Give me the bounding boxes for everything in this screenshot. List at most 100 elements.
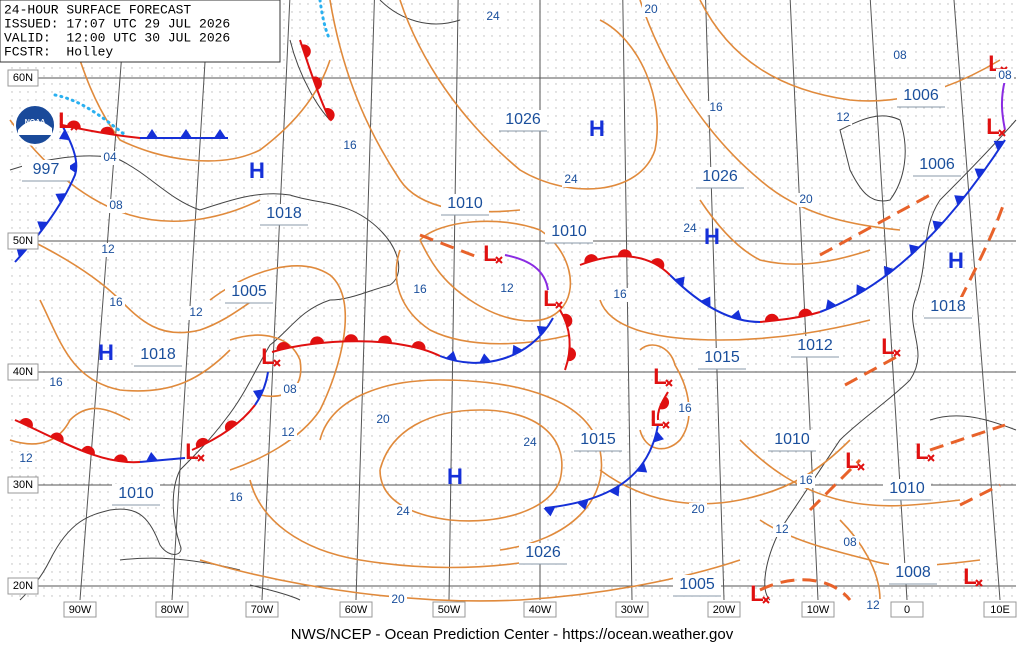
isobar-label: 12 <box>866 598 880 612</box>
isobar-label: 08 <box>283 382 297 396</box>
isobar-label: 12 <box>500 281 514 295</box>
low-center: L <box>653 364 666 389</box>
pressure-label: 1026 <box>525 544 561 561</box>
ocean-dots <box>10 0 1016 600</box>
cold-front-pip <box>730 309 742 321</box>
lon-label-box <box>155 601 189 618</box>
cold-front-pip <box>909 244 920 256</box>
cold-front-pip <box>252 389 264 401</box>
fronts <box>14 39 1006 517</box>
longitude-label: 10E <box>990 604 1010 616</box>
lat-label-box <box>7 476 39 494</box>
isobar-label-bg <box>681 222 699 236</box>
cold-front-pip <box>16 247 27 258</box>
longitude-line <box>705 0 725 601</box>
pressure-box <box>499 110 547 131</box>
isobar-label-bg <box>107 199 125 213</box>
warm-front-pip <box>310 336 325 345</box>
warm-front-pip <box>617 249 632 257</box>
isobar-label: 24 <box>486 9 500 23</box>
isobar-label: 12 <box>281 425 295 439</box>
isobar-label: 04 <box>103 150 117 164</box>
cold-front-pip <box>883 265 895 277</box>
isobar-label: 24 <box>523 435 537 449</box>
warm-front-pip <box>81 445 95 456</box>
isobar-label-bg <box>281 383 299 397</box>
latitude-label: 40N <box>13 366 33 378</box>
isobar-label-bg <box>411 283 429 297</box>
noaa-logo: NOAA <box>14 104 56 146</box>
latitude-label: 50N <box>13 235 33 247</box>
longitude-label: 30W <box>621 604 644 616</box>
logo-text: NOAA <box>25 119 46 126</box>
low-center: L <box>185 439 198 464</box>
isobar-label-bg <box>341 139 359 153</box>
cold-front-pip <box>974 168 986 179</box>
isobar-label: 16 <box>799 473 813 487</box>
pressure-box <box>574 430 622 451</box>
pressure-label: 1005 <box>679 576 715 593</box>
isobar-label-bg <box>498 282 516 296</box>
isobar-label-bg <box>47 376 65 390</box>
pressure-box <box>22 160 70 181</box>
pressure-label: 1010 <box>774 431 810 448</box>
high-center: H <box>249 158 265 183</box>
low-center: L <box>915 439 928 464</box>
isobar-label-bg <box>484 10 502 24</box>
latitude-label: 60N <box>13 72 33 84</box>
pressure-box <box>791 336 839 357</box>
isobar-label: 16 <box>229 490 243 504</box>
pressure-box <box>545 222 593 243</box>
lat-label-box <box>7 363 39 381</box>
warm-front-pip <box>19 418 33 428</box>
low-marker <box>70 123 78 131</box>
low-marker <box>893 349 901 357</box>
warm-front-pip <box>411 341 426 350</box>
cold-front-pip <box>146 129 158 138</box>
pressure-box <box>924 297 972 318</box>
lon-label-box <box>432 601 466 618</box>
low-center: L <box>650 406 663 431</box>
isobar-label-bg <box>676 402 694 416</box>
isobar-label-bg <box>689 503 707 517</box>
warm-front-pip <box>651 258 665 269</box>
cold-front-pip <box>653 430 664 443</box>
warm-front-pip <box>562 313 573 328</box>
cold-front-pip <box>512 344 523 356</box>
pressure-label: 1015 <box>704 349 740 366</box>
warm-front-pip <box>66 120 81 129</box>
isobar-label-bg <box>394 505 412 519</box>
longitude-label: 50W <box>438 604 461 616</box>
isobar-label: 20 <box>376 412 390 426</box>
pressure-label: 997 <box>33 161 60 178</box>
low-center: L <box>261 344 274 369</box>
isobar-label-bg <box>841 536 859 550</box>
latitude-label: 20N <box>13 580 33 592</box>
isobar-label-bg <box>107 296 125 310</box>
isobar-label-bg <box>797 193 815 207</box>
isobar-label-bg <box>864 599 882 613</box>
isobar-label: 12 <box>101 242 115 256</box>
isobar-label-bg <box>797 474 815 488</box>
isobar-label-bg <box>996 69 1014 83</box>
cold-front-pip <box>59 129 70 141</box>
warm-front-pip <box>301 44 311 59</box>
high-center: H <box>98 340 114 365</box>
low-marker <box>975 579 983 587</box>
warm-front-pip <box>195 438 210 449</box>
low-marker <box>998 129 1006 137</box>
warm-front-pip <box>764 313 779 322</box>
cold-front-pip <box>145 451 158 462</box>
isobar-label-bg <box>101 151 119 165</box>
warm-front-pip <box>567 347 576 362</box>
high-center: H <box>589 116 605 141</box>
isobar-label-bg <box>642 3 660 17</box>
isobar-label: 16 <box>343 138 357 152</box>
longitude-line <box>789 0 819 601</box>
isobar-label: 12 <box>836 110 850 124</box>
isobar-label: 20 <box>391 592 405 606</box>
high-center: H <box>948 248 964 273</box>
isobar-label: 08 <box>998 68 1012 82</box>
longitude-label: 90W <box>69 604 92 616</box>
pressure-label: 1012 <box>797 337 833 354</box>
